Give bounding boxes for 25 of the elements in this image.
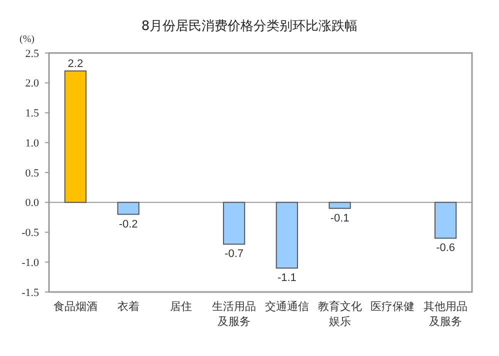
data-label: -1.1 [277,272,296,284]
y-tick-label: -1.5 [22,286,40,299]
x-tick-label: 居住 [170,300,192,313]
y-tick-label: 1.5 [25,108,40,120]
x-tick-label: 交通通信 [264,300,309,313]
y-tick-label: 2.5 [25,48,40,60]
x-tick-label: 生活用品及服务 [212,300,256,328]
x-tick-label: 其他用品及服务 [424,300,468,328]
data-label: -0.2 [118,218,138,230]
x-tick-label: 食品烟酒 [53,300,98,313]
y-tick-label: 0.0 [25,197,40,210]
y-tick-label: 2.0 [25,78,40,90]
y-tick-label: -1.0 [22,256,40,269]
data-label: 2.2 [68,58,84,70]
y-tick-label: -0.5 [22,227,40,240]
data-label: -0.1 [330,212,350,224]
chart-title: 8月份居民消费价格分类别环比涨跌幅 [141,19,358,34]
x-tick-label: 医疗保健 [370,300,415,313]
x-tick-label: 衣着 [117,300,140,313]
data-label: -0.7 [224,248,244,260]
y-axis-title: (%) [20,34,34,45]
y-tick-label: 0.5 [25,167,40,180]
y-tick-label: 1.0 [25,137,40,150]
x-tick-label: 教育文化娱乐 [318,300,362,328]
data-label: -0.6 [436,242,456,254]
